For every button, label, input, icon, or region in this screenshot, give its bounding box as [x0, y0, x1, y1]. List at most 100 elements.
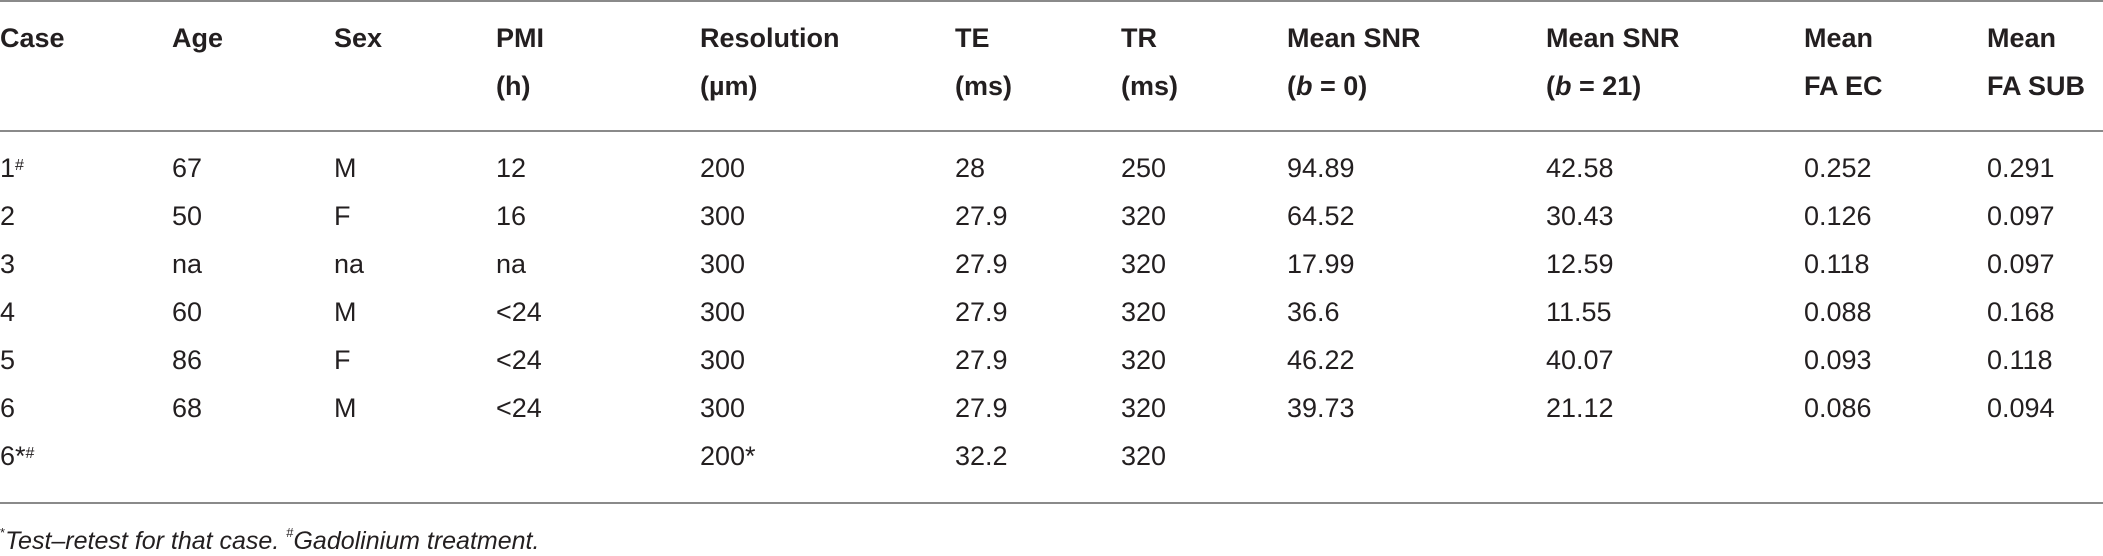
header-text: TE [955, 23, 990, 53]
table-cell: na [172, 249, 203, 279]
header-text: Age [172, 23, 224, 53]
table-cell: 28 [955, 153, 986, 183]
table-cell: 300 [700, 201, 746, 231]
table-cell: 300 [700, 345, 746, 375]
header-cell: Mean [1987, 22, 2056, 54]
table-cell: 67 [172, 153, 203, 183]
table-cell: 12 [496, 153, 527, 183]
table-cell: 5 [0, 345, 16, 375]
table-cell: 0.252 [1804, 153, 1872, 183]
table-cell: 200* [700, 441, 756, 471]
table-cell: 30.43 [1546, 201, 1614, 231]
table-cell: 320 [1121, 249, 1167, 279]
table-cell: 40.07 [1546, 345, 1614, 375]
footnote-mark: # [286, 525, 294, 540]
header-text: ( [1287, 71, 1296, 101]
table-cell: 94.89 [1287, 153, 1355, 183]
header-text: FA SUB [1987, 71, 2086, 101]
cell-text: 6* [0, 441, 26, 471]
table-cell: 27.9 [955, 201, 1008, 231]
table-cell: 42.58 [1546, 153, 1614, 183]
table-cell: 320 [1121, 441, 1167, 471]
table-cell: 300 [700, 297, 746, 327]
table-cell: <24 [496, 345, 542, 375]
footnote-text: Gadolinium treatment. [293, 527, 540, 555]
header-text: Resolution [700, 23, 840, 53]
header-text: ( [1546, 71, 1555, 101]
header-cell: (ms) [1121, 70, 1178, 102]
table-cell: <24 [496, 297, 542, 327]
table-cell: 36.6 [1287, 297, 1340, 327]
header-text: b [1296, 71, 1313, 101]
footnote-text: Test–retest for that case. [5, 527, 287, 555]
table-cell: 27.9 [955, 249, 1008, 279]
header-cell: TR [1121, 22, 1157, 54]
table-cell: 250 [1121, 153, 1167, 183]
table-cell: 0.086 [1804, 393, 1872, 423]
table-cell: 300 [700, 249, 746, 279]
table-cell: 86 [172, 345, 203, 375]
table-cell: 0.118 [1804, 249, 1870, 279]
table-cell: <24 [496, 393, 542, 423]
table-cell: 200 [700, 153, 746, 183]
table-cell: 0.097 [1987, 249, 2055, 279]
table-cell: F [334, 345, 351, 375]
table-cell: 0.126 [1804, 201, 1872, 231]
header-cell: (b = 21) [1546, 70, 1641, 102]
table-cell: na [334, 249, 365, 279]
table-cell: M [334, 297, 357, 327]
table-cell: 27.9 [955, 393, 1008, 423]
header-text: Mean [1987, 23, 2057, 53]
table-cell: 1# [0, 152, 24, 184]
table-cell: 68 [172, 393, 203, 423]
header-text: Mean [1804, 23, 1874, 53]
header-text: Mean SNR [1287, 23, 1421, 53]
table-cell: F [334, 201, 351, 231]
table-cell: 3 [0, 249, 16, 279]
table-cell: na [496, 249, 527, 279]
header-cell: Sex [334, 22, 382, 54]
top-rule [0, 0, 2103, 2]
table-cell: M [334, 393, 357, 423]
header-rule [0, 130, 2103, 132]
table-cell: 12.59 [1546, 249, 1614, 279]
table-cell: 2 [0, 201, 16, 231]
table-cell: 0.093 [1804, 345, 1872, 375]
header-text: FA EC [1804, 71, 1883, 101]
footnote-mark: * [0, 525, 6, 540]
table-cell: 6*# [0, 440, 34, 472]
header-text: Mean SNR [1546, 23, 1680, 53]
table-cell: 17.99 [1287, 249, 1355, 279]
table-cell: 0.168 [1987, 297, 2055, 327]
header-cell: Mean SNR [1287, 22, 1421, 54]
header-cell: TE [955, 22, 990, 54]
table-cell: M [334, 153, 357, 183]
header-text: (ms) [1121, 71, 1179, 101]
table-cell: 0.118 [1987, 345, 2053, 375]
cell-superscript: # [25, 445, 35, 462]
table-cell: 11.55 [1546, 297, 1612, 327]
table-cell: 320 [1121, 393, 1167, 423]
table-cell: 0.088 [1804, 297, 1872, 327]
footnote: *Test–retest for that case. #Gadolinium … [0, 525, 540, 556]
header-cell: Case [0, 22, 65, 54]
header-cell: (h) [496, 70, 530, 102]
table-cell: 27.9 [955, 297, 1008, 327]
table-cell: 320 [1121, 297, 1167, 327]
header-text: (h) [496, 71, 531, 101]
table-cell: 27.9 [955, 345, 1008, 375]
header-cell: (ms) [955, 70, 1012, 102]
table-cell: 0.097 [1987, 201, 2055, 231]
header-text: (µm) [700, 71, 758, 101]
header-cell: FA SUB [1987, 70, 2085, 102]
table-cell: 60 [172, 297, 203, 327]
cell-superscript: # [15, 157, 24, 174]
header-cell: Resolution [700, 22, 840, 54]
table-cell: 64.52 [1287, 201, 1355, 231]
header-cell: Mean SNR [1546, 22, 1680, 54]
header-cell: (µm) [700, 70, 758, 102]
table-cell: 4 [0, 297, 16, 327]
header-text: b [1555, 71, 1572, 101]
header-text: = 0) [1312, 71, 1368, 101]
table-cell: 32.2 [955, 441, 1008, 471]
